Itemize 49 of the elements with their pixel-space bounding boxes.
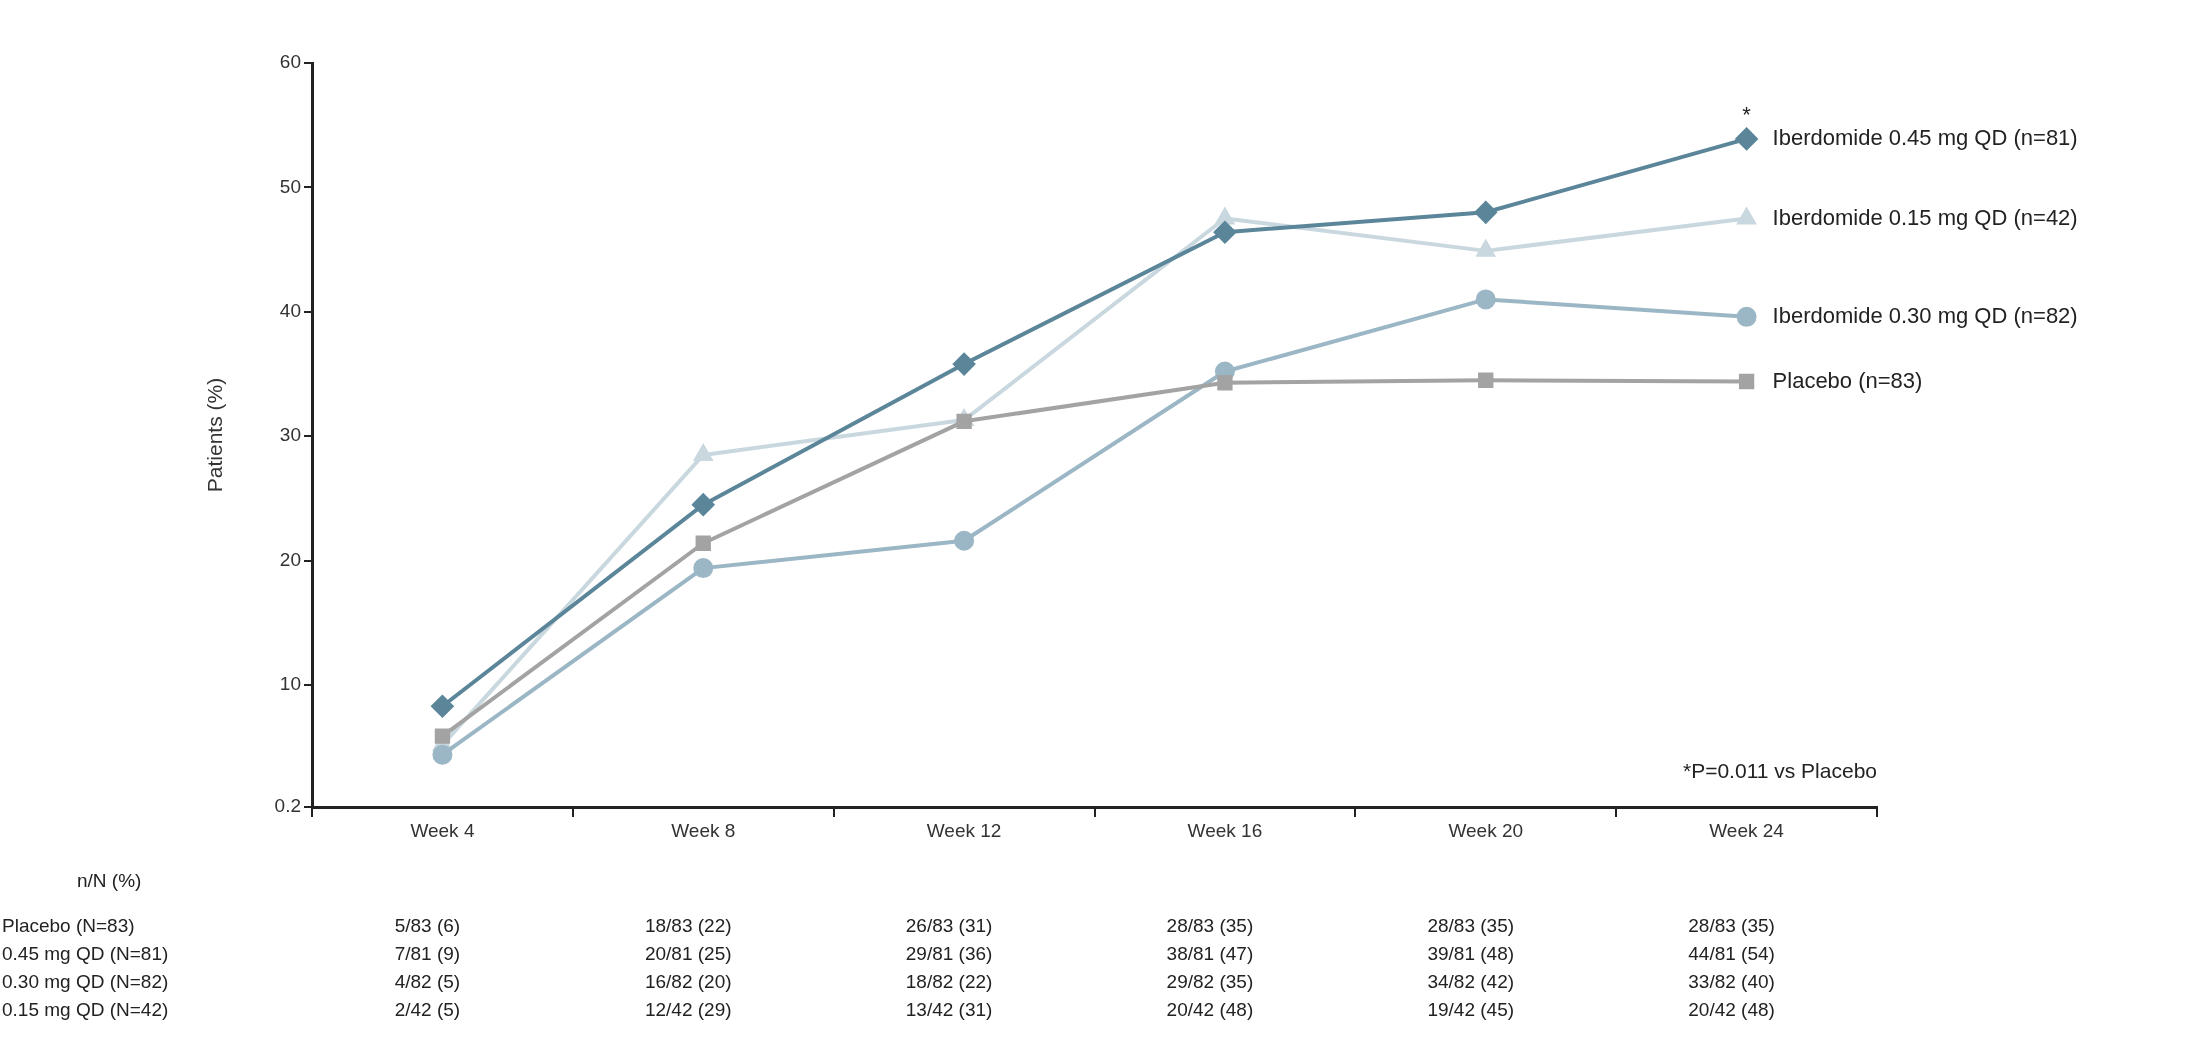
text: 0.30 mg QD (N=82)	[2, 971, 169, 993]
annotation: *	[1742, 101, 1752, 127]
y-tick-label: 20	[279, 548, 301, 570]
data-label: 4/82 (5)	[394, 971, 461, 993]
data-label: 28/83 (35)	[1427, 915, 1515, 937]
data-label: 39/81 (48)	[1427, 943, 1515, 965]
data-label: 16/82 (20)	[644, 971, 732, 993]
text: Placebo (N=83)	[2, 915, 135, 937]
data-label: 13/42 (31)	[905, 999, 993, 1021]
data-label: 26/83 (31)	[905, 915, 993, 937]
text: 0.45 mg QD (N=81)	[2, 943, 169, 965]
y-tick-label: 0.2	[274, 795, 301, 817]
annotation: *P=0.011 vs Placebo	[1683, 758, 1877, 782]
series-label: Placebo (n=83)	[1772, 367, 1923, 393]
x-tick-label: Week 8	[671, 819, 736, 841]
x-tick-label: Week 4	[410, 819, 475, 841]
data-label: 20/42 (48)	[1166, 999, 1254, 1021]
y-tick-label: 10	[279, 673, 301, 695]
data-label: 28/83 (35)	[1166, 915, 1254, 937]
y-tick-label: 40	[279, 300, 301, 322]
data-label: 19/42 (45)	[1427, 999, 1515, 1021]
x-tick-label: Week 16	[1187, 819, 1263, 841]
text: 0.15 mg QD (N=42)	[2, 999, 169, 1021]
data-label: 29/81 (36)	[905, 943, 993, 965]
data-label: 38/81 (47)	[1166, 943, 1254, 965]
data-label: 12/42 (29)	[644, 999, 732, 1021]
data-label: 2/42 (5)	[394, 999, 461, 1021]
data-label: 7/81 (9)	[394, 943, 461, 965]
x-tick-label: Week 24	[1709, 819, 1785, 841]
data-label: 34/82 (42)	[1427, 971, 1515, 993]
text: n/N (%)	[77, 870, 142, 892]
x-tick-label: Week 20	[1448, 819, 1524, 841]
y-tick-label: 30	[279, 424, 301, 446]
data-label: 5/83 (6)	[394, 915, 461, 937]
data-label: 18/83 (22)	[644, 915, 732, 937]
series-label: Iberdomide 0.45 mg QD (n=81)	[1772, 124, 2078, 150]
data-label: 33/82 (40)	[1688, 971, 1775, 993]
data-label: 20/42 (48)	[1688, 999, 1775, 1021]
data-label: 28/83 (35)	[1688, 915, 1775, 937]
data-label: 44/81 (54)	[1688, 943, 1775, 965]
y-tick-label: 60	[279, 51, 301, 73]
data-label: 18/82 (22)	[905, 971, 993, 993]
series-label: Iberdomide 0.30 mg QD (n=82)	[1772, 302, 2078, 328]
x-tick-label: Week 12	[926, 819, 1002, 841]
data-label: 20/81 (25)	[644, 943, 732, 965]
y-axis-title: Patients (%)	[203, 377, 227, 493]
data-label: 29/82 (35)	[1166, 971, 1254, 993]
series-label: Iberdomide 0.15 mg QD (n=42)	[1772, 204, 2078, 230]
y-tick-label: 50	[279, 175, 301, 197]
